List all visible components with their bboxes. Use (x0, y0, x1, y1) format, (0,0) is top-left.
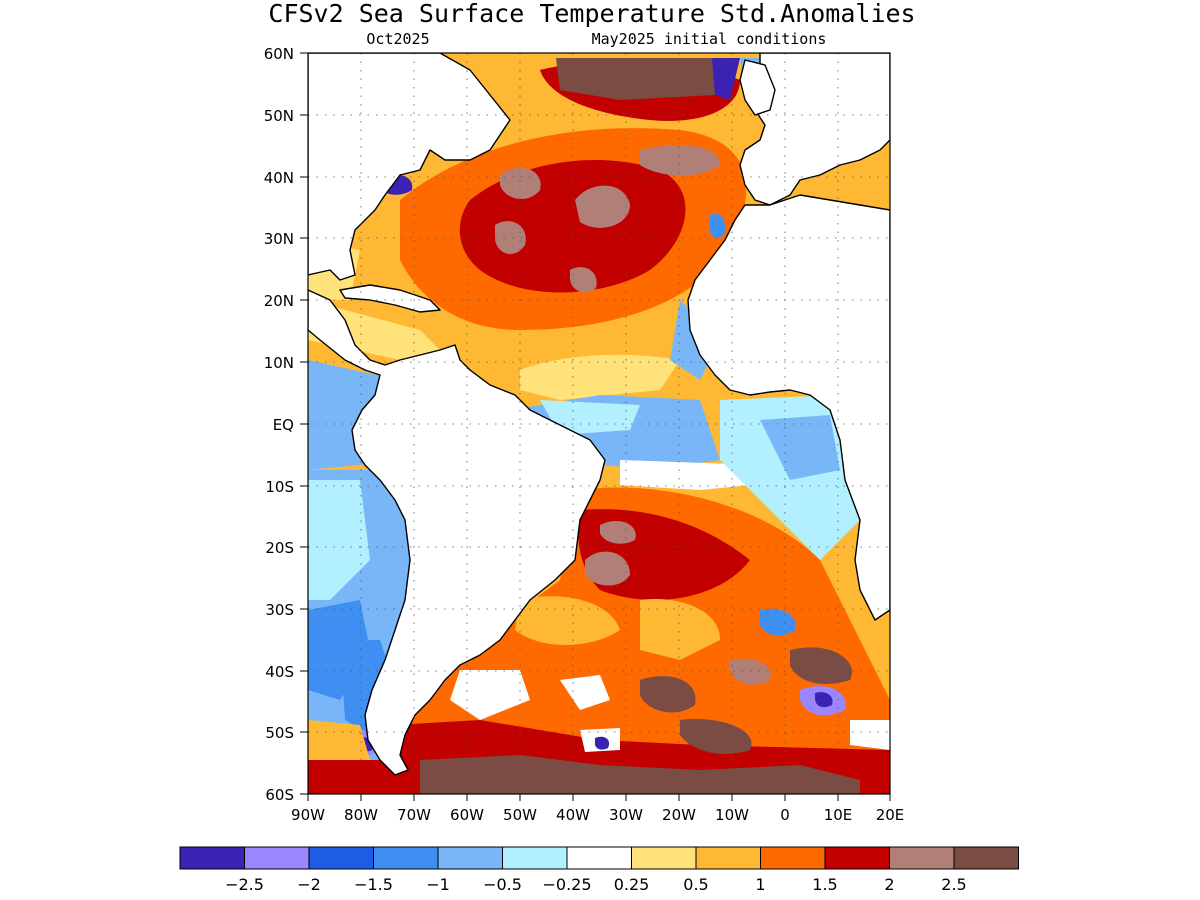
colorbar-swatch (308, 846, 374, 870)
lon-label: 80W (344, 806, 378, 824)
longitude-axis: 90W 80W 70W 60W 50W 40W 30W 20W 10W 0 10… (291, 806, 904, 824)
colorbar-swatch (695, 846, 761, 870)
colorbar-swatch (502, 846, 568, 870)
lon-label: 90W (291, 806, 325, 824)
lat-label: 60N (264, 45, 294, 63)
colorbar-swatch (566, 846, 632, 870)
latitude-ticks (300, 52, 308, 795)
valid-month-label: Oct2025 (366, 30, 429, 48)
latitude-axis: 60N 50N 40N 30N 20N 10N EQ 10S 20S 30S 4… (264, 45, 294, 804)
lat-label: 30S (265, 601, 294, 619)
colorbar-swatches (179, 846, 1019, 870)
map-panel (308, 53, 890, 794)
colorbar-label: −0.25 (542, 875, 591, 894)
colorbar-label: 2.5 (941, 875, 966, 894)
africa-landmass (687, 194, 890, 621)
lat-label: 50N (264, 107, 294, 125)
south-atlantic-anomaly-field (308, 487, 890, 794)
colorbar: −2.5 −2 −1.5 −1 −0.5 −0.25 0.25 0.5 1 1.5 2 2.5 (179, 846, 1019, 894)
colorbar-label: −2 (297, 875, 321, 894)
colorbar-label: 0.25 (614, 875, 650, 894)
lon-label: 0 (780, 806, 790, 824)
colorbar-swatch (437, 846, 503, 870)
lat-label: 40N (264, 169, 294, 187)
colorbar-label: 0.5 (683, 875, 708, 894)
lat-label: 20S (265, 539, 294, 557)
longitude-ticks (307, 794, 891, 801)
colorbar-label: −0.5 (483, 875, 522, 894)
colorbar-label: −2.5 (225, 875, 264, 894)
lon-label: 70W (397, 806, 431, 824)
lon-label: 50W (503, 806, 537, 824)
colorbar-label: −1.5 (354, 875, 393, 894)
colorbar-swatch (824, 846, 890, 870)
map-title: CFSv2 Sea Surface Temperature Std.Anomal… (268, 0, 915, 28)
lat-label: 10S (265, 478, 294, 496)
colorbar-swatch (631, 846, 697, 870)
colorbar-swatch (953, 846, 1019, 870)
lat-label: 50S (265, 724, 294, 742)
lat-label: 40S (265, 663, 294, 681)
colorbar-swatch (373, 846, 439, 870)
lat-label: 20N (264, 292, 294, 310)
initial-conditions-label: May2025 initial conditions (592, 30, 827, 48)
north-america-landmass (308, 53, 511, 281)
map-gridlines (308, 53, 890, 794)
colorbar-label: −1 (426, 875, 450, 894)
central-america-landmass (308, 289, 606, 776)
lon-label: 40W (556, 806, 590, 824)
colorbar-label: 1.5 (812, 875, 837, 894)
lon-label: 60W (450, 806, 484, 824)
caribbean-islands (339, 284, 441, 313)
lat-label: 10N (264, 354, 294, 372)
colorbar-label: 2 (884, 875, 894, 894)
lon-label: 10W (715, 806, 749, 824)
europe-landmass (739, 53, 890, 206)
colorbar-swatch (760, 846, 826, 870)
colorbar-swatch (889, 846, 955, 870)
british-isles (739, 59, 776, 116)
lon-label: 10E (824, 806, 853, 824)
lon-label: 30W (609, 806, 643, 824)
lon-label: 20W (662, 806, 696, 824)
land-masses (308, 53, 890, 776)
colorbar-swatch (244, 846, 310, 870)
lat-label: EQ (273, 416, 294, 434)
colorbar-swatch (179, 846, 245, 870)
colorbar-labels: −2.5 −2 −1.5 −1 −0.5 −0.25 0.25 0.5 1 1.5 2 2.5 (225, 875, 967, 894)
lat-label: 60S (265, 786, 294, 804)
colorbar-label: 1 (755, 875, 765, 894)
lat-label: 30N (264, 230, 294, 248)
lon-label: 20E (876, 806, 905, 824)
